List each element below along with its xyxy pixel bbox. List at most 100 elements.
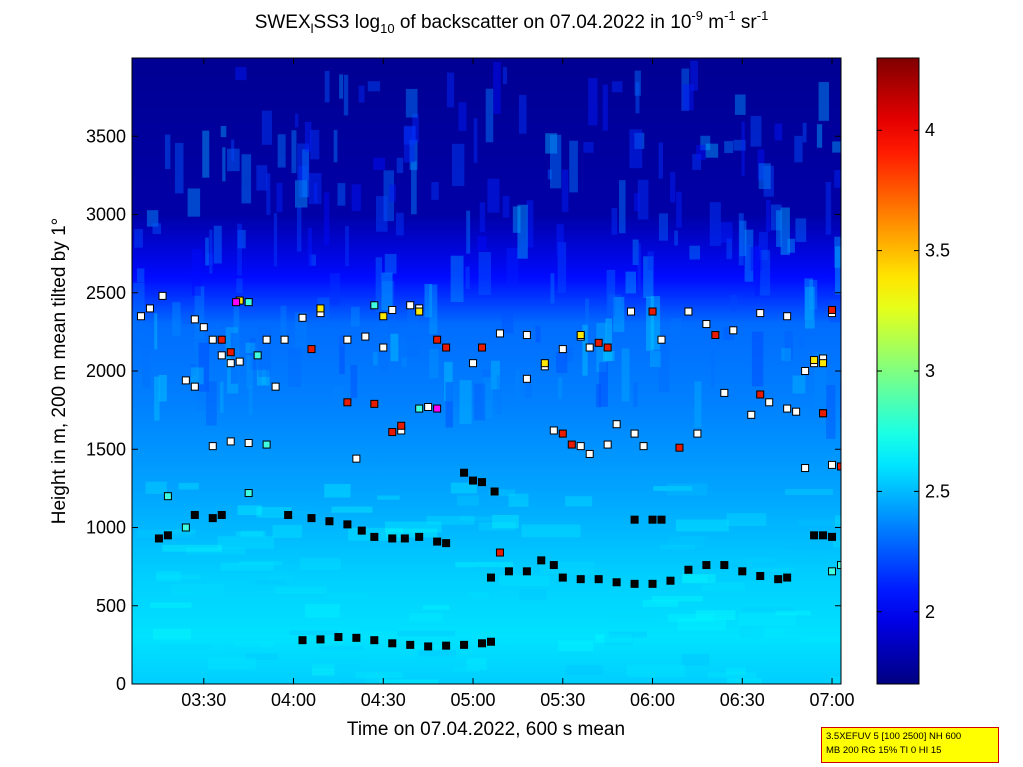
layer-marker-mid-east [810,531,819,540]
layer-marker-lower [486,573,495,582]
texture-band [379,679,439,684]
layer-marker-red-aerosol [711,331,720,340]
layer-marker-lower [684,565,693,574]
texture-streak [545,133,558,154]
layer-marker-upper-mid [424,402,433,411]
texture-streak [800,357,805,374]
layer-marker-upper-mid [801,464,810,473]
texture-band [726,513,767,526]
texture-streak [291,130,297,174]
texture-band [355,672,404,679]
layer-marker-cyan-aerosol [262,440,271,449]
texture-streak [152,223,162,235]
texture-streak [235,67,247,81]
texture-band [521,524,581,538]
texture-streak [733,139,746,151]
layer-marker-lower [756,572,765,581]
texture-streak [142,343,151,389]
texture-streak [634,70,641,96]
colorbar-ticks: 2 2.5 3 3.5 4 [877,120,950,622]
texture-streak [632,239,639,265]
layer-marker-surface [478,639,487,648]
texture-streak [825,182,832,235]
texture-streak [809,279,818,310]
texture-streak [248,386,253,415]
texture-streak [383,170,395,222]
y-tick-label: 2000 [86,361,126,381]
layer-marker-lower [774,575,783,584]
texture-band [237,505,263,516]
layer-marker-upper [469,359,478,368]
texture-band [327,592,368,600]
texture-streak [525,378,532,399]
texture-streak [351,306,360,327]
layer-marker-upper-mid [792,407,801,416]
texture-streak [233,306,240,357]
texture-streak [744,229,754,282]
texture-streak [501,313,514,334]
texture-streak [276,182,283,213]
layer-marker-yellow-aerosol [379,312,388,321]
texture-band [426,515,475,525]
texture-streak [635,82,640,114]
texture-streak [452,143,465,187]
texture-streak [595,384,601,408]
layer-marker-upper [585,343,594,352]
texture-band [565,665,604,675]
texture-streak [557,377,563,400]
texture-streak [681,68,690,111]
backscatter-texture [133,60,841,684]
texture-streak [491,360,500,390]
layer-marker-surface [334,633,343,642]
layer-marker-cyan-aerosol [370,301,379,310]
texture-streak [358,85,365,103]
layer-marker-upper-mid [612,420,621,429]
backscatter-field [132,58,841,684]
texture-streak [400,337,406,359]
layer-marker-mid [325,517,334,526]
layer-marker-red-aerosol [675,443,684,452]
layer-marker-mid [400,534,409,543]
plot-area [132,58,841,684]
texture-streak [202,130,210,178]
layer-marker-mid [154,534,163,543]
texture-streak [535,325,541,343]
texture-streak [588,78,598,126]
texture-band [239,560,283,566]
layer-marker-upper [217,351,226,360]
texture-streak [757,149,765,181]
layer-marker-surface [424,642,433,651]
layer-marker-red-aerosol [433,335,442,344]
texture-streak [799,337,805,348]
layer-marker-upper-mid [603,440,612,449]
x-tick-label: 06:30 [720,690,765,710]
texture-band [539,561,595,575]
y-axis-label: Height in m, 200 m mean tilted by 1° [49,218,70,524]
chart-title: SWEXlSS3 log10 of backscatter on 07.04.2… [254,8,769,36]
texture-streak [395,212,404,236]
layer-marker-red-aerosol [397,421,406,430]
texture-band [457,495,480,506]
texture-band [305,603,340,618]
layer-marker-cyan-aerosol [181,523,190,532]
texture-streak [805,286,815,329]
texture-band [409,613,443,622]
texture-streak [343,74,349,116]
texture-streak [194,286,205,340]
texture-band [833,540,841,548]
texture-band [725,667,746,675]
texture-streak [761,273,768,286]
texture-band [489,489,516,497]
texture-streak [445,382,453,428]
texture-band [303,551,340,565]
texture-streak [605,318,613,361]
texture-band [742,606,795,612]
texture-streak [496,375,502,415]
layer-marker-red-aerosol [603,343,612,352]
texture-streak [206,381,217,426]
texture-streak [304,121,312,152]
texture-band [797,519,841,526]
texture-streak [794,135,803,163]
layer-marker-upper [801,367,810,375]
layer-marker-surface [442,641,451,650]
